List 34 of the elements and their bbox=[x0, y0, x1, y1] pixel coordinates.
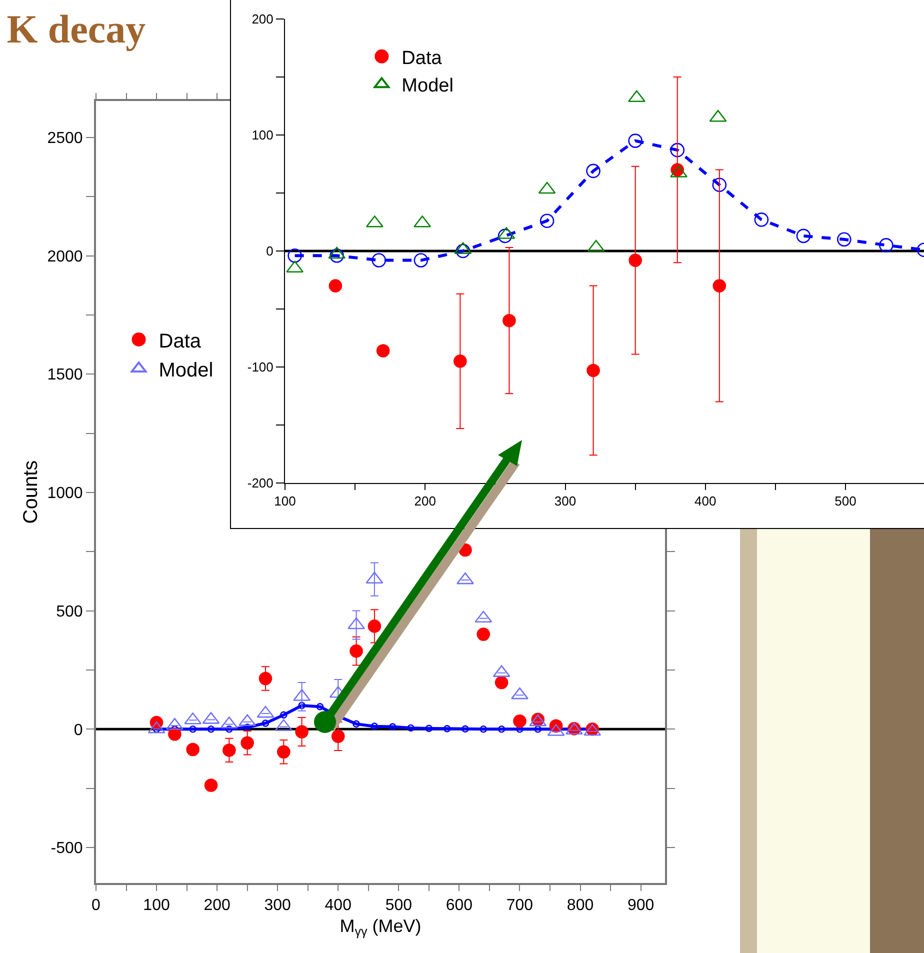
y-tick-label: 2500 bbox=[47, 130, 83, 148]
y-tick-label: 100 bbox=[252, 128, 274, 143]
legend-label: Model bbox=[158, 359, 214, 382]
x-tick-label: 700 bbox=[506, 897, 534, 914]
y-tick-label: 1000 bbox=[47, 485, 83, 502]
x-tick-label: 100 bbox=[143, 897, 170, 914]
y-tick-label: 0 bbox=[74, 722, 83, 739]
x-tick-label: 400 bbox=[324, 897, 352, 914]
y-tick-label: 1500 bbox=[47, 366, 83, 384]
x-tick-label: 200 bbox=[414, 494, 436, 509]
x-tick-label: 300 bbox=[264, 897, 292, 914]
x-tick-label: 100 bbox=[274, 494, 296, 509]
legend-label: Data bbox=[402, 48, 442, 69]
y-tick-label: -500 bbox=[50, 840, 83, 858]
x-tick-label: 500 bbox=[385, 897, 412, 914]
y-tick-label: -200 bbox=[247, 476, 274, 491]
y-tick-label: -100 bbox=[247, 360, 274, 375]
chart-title: K decay bbox=[6, 6, 146, 52]
x-tick-label: 300 bbox=[554, 494, 576, 509]
x-tick-label: 900 bbox=[627, 897, 654, 914]
y-tick-label: 200 bbox=[252, 12, 274, 27]
legend-label: Data bbox=[158, 330, 202, 352]
x-axis-title: M$_{γγ}$ (MeV) bbox=[340, 916, 422, 939]
x-tick-label: 500 bbox=[834, 494, 856, 509]
x-tick-label: 800 bbox=[566, 897, 594, 914]
x-tick-label: 400 bbox=[694, 494, 716, 509]
x-tick-label: 200 bbox=[204, 897, 231, 914]
y-tick-label: 500 bbox=[56, 603, 83, 620]
legend-label: Model bbox=[402, 76, 454, 97]
x-tick-label: 0 bbox=[92, 897, 101, 914]
y-tick-label: 0 bbox=[266, 244, 274, 259]
y-axis-title: Counts bbox=[20, 460, 42, 524]
x-tick-label: 600 bbox=[446, 897, 473, 914]
y-tick-label: 2000 bbox=[47, 248, 83, 266]
